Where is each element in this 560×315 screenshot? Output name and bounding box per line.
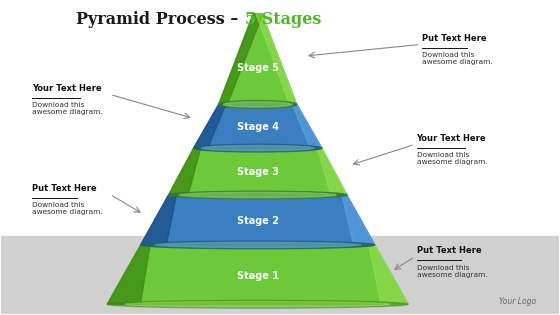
Text: Stage 5: Stage 5 (237, 63, 279, 73)
Text: Your Text Here: Your Text Here (417, 134, 486, 143)
Text: 5 Stages: 5 Stages (245, 11, 322, 28)
Text: Put Text Here: Put Text Here (32, 184, 97, 193)
Ellipse shape (223, 102, 292, 107)
Polygon shape (169, 148, 200, 195)
Text: Put Text Here: Put Text Here (422, 34, 487, 43)
Polygon shape (169, 148, 347, 195)
Text: Stage 4: Stage 4 (237, 122, 279, 132)
Text: Download this
awesome diagram.: Download this awesome diagram. (417, 265, 487, 278)
Polygon shape (108, 245, 408, 304)
Ellipse shape (125, 301, 390, 307)
Polygon shape (292, 104, 322, 148)
Ellipse shape (194, 145, 322, 152)
Text: Download this
awesome diagram.: Download this awesome diagram. (32, 102, 103, 115)
Ellipse shape (185, 193, 331, 197)
Polygon shape (194, 104, 226, 148)
Polygon shape (368, 245, 408, 304)
Text: Download this
awesome diagram.: Download this awesome diagram. (32, 202, 103, 215)
Polygon shape (342, 195, 375, 245)
Text: Stage 2: Stage 2 (237, 216, 279, 226)
Ellipse shape (202, 145, 314, 151)
Ellipse shape (169, 191, 347, 199)
Text: Stage 1: Stage 1 (237, 271, 279, 281)
Ellipse shape (219, 101, 297, 108)
Ellipse shape (205, 146, 310, 150)
Text: Put Text Here: Put Text Here (417, 246, 481, 255)
Text: Download this
awesome diagram.: Download this awesome diagram. (422, 52, 493, 65)
Ellipse shape (169, 192, 347, 198)
Ellipse shape (155, 242, 361, 248)
Ellipse shape (141, 242, 375, 248)
Text: Pyramid Process –: Pyramid Process – (76, 11, 244, 28)
Polygon shape (194, 104, 322, 148)
Polygon shape (108, 245, 150, 304)
Ellipse shape (179, 192, 336, 198)
Text: Your Text Here: Your Text Here (32, 84, 102, 93)
Ellipse shape (219, 100, 297, 108)
Text: Download this
awesome diagram.: Download this awesome diagram. (417, 152, 487, 165)
Ellipse shape (162, 243, 354, 247)
Ellipse shape (226, 102, 290, 107)
Ellipse shape (108, 300, 408, 308)
Text: Stage 3: Stage 3 (237, 168, 279, 177)
Ellipse shape (141, 241, 375, 249)
Text: Your Logo: Your Logo (499, 297, 536, 306)
Polygon shape (256, 14, 297, 104)
Polygon shape (219, 14, 297, 104)
Ellipse shape (194, 144, 322, 152)
Bar (1, 236, 559, 314)
Polygon shape (141, 195, 176, 245)
Polygon shape (219, 14, 263, 104)
Polygon shape (141, 195, 375, 245)
Polygon shape (318, 148, 347, 195)
